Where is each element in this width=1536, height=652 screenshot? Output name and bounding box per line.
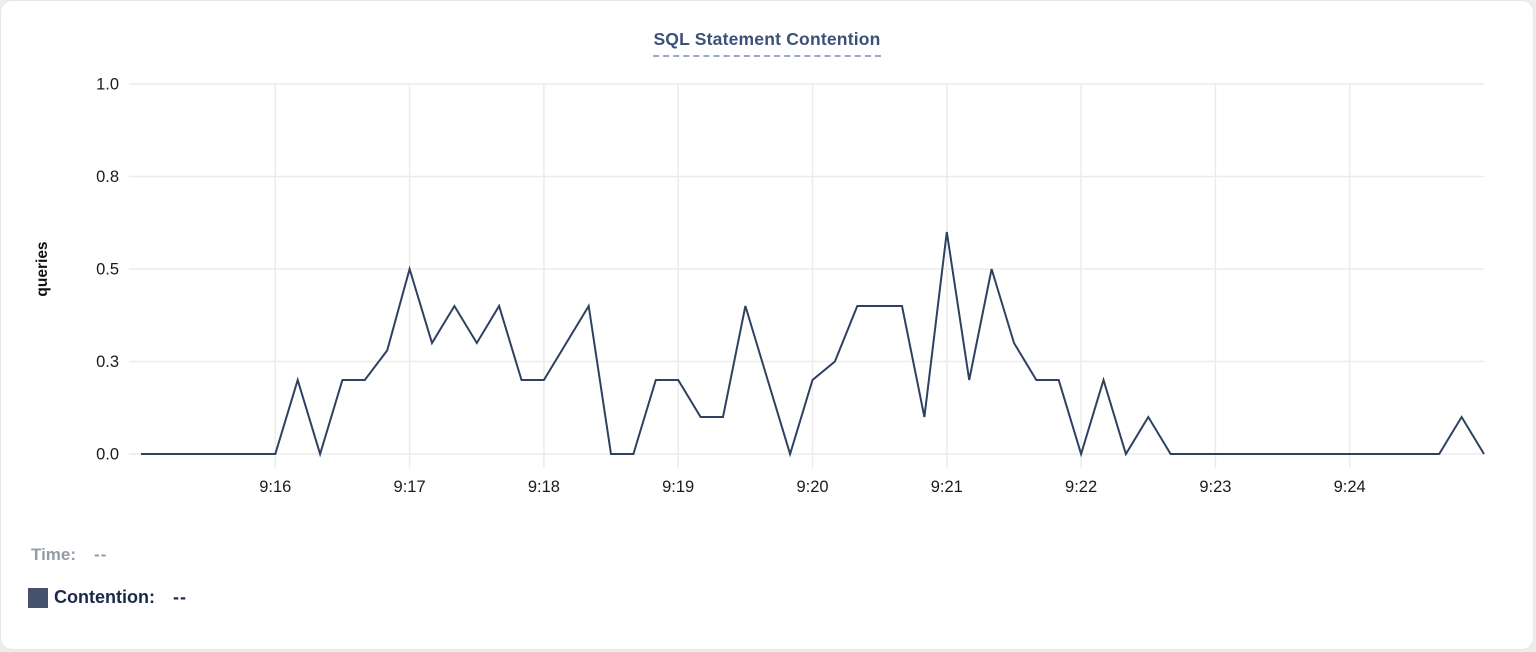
contention-readout-row: Contention: -- (28, 587, 628, 608)
x-tick-label: 9:17 (394, 478, 426, 496)
x-tick-label: 9:19 (662, 478, 694, 496)
contention-series-swatch (28, 587, 48, 608)
x-tick-label: 9:20 (796, 478, 828, 496)
contention-value: -- (172, 587, 187, 607)
time-label: Time: (31, 545, 77, 564)
time-value: -- (94, 545, 108, 564)
x-tick-label: 9:21 (931, 478, 963, 496)
x-tick-label: 9:23 (1199, 478, 1231, 496)
y-tick-label: 0.3 (96, 353, 119, 371)
y-tick-label: 1.0 (96, 76, 119, 94)
time-readout-row: Time: -- (31, 545, 628, 565)
x-tick-label: 9:22 (1065, 478, 1097, 496)
x-tick-label: 9:24 (1334, 478, 1366, 496)
x-tick-label: 9:16 (259, 478, 291, 496)
y-tick-label: 0.5 (96, 261, 119, 279)
chart-title[interactable]: SQL Statement Contention (653, 29, 881, 57)
contention-label: Contention: (54, 587, 155, 607)
tooltip-readout-panel: Time: -- Contention: -- (28, 545, 628, 608)
y-tick-label: 0.8 (96, 168, 119, 186)
x-tick-label: 9:18 (528, 478, 560, 496)
y-tick-label: 0.0 (96, 446, 119, 464)
contention-chart-svg[interactable]: 0.0 0.3 0.5 0.8 1.0 9:16 9:17 9:18 9:19 9:20 9:21 9… (1, 1, 1536, 521)
y-axis-title: queries (34, 241, 51, 296)
chart-header: SQL Statement Contention (1, 29, 1533, 57)
contention-series-line[interactable] (141, 231, 1485, 458)
